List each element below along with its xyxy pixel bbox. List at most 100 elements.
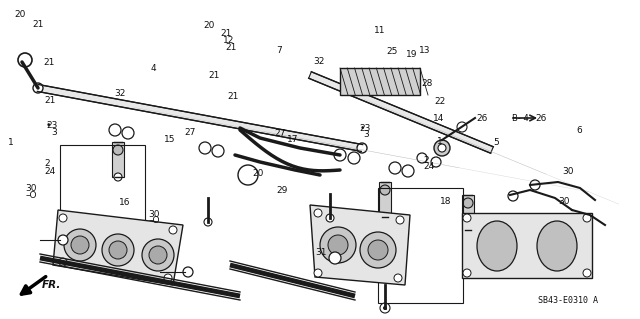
Text: •: • <box>360 124 365 133</box>
Text: 28: 28 <box>421 79 433 88</box>
Circle shape <box>389 162 401 174</box>
Text: 30: 30 <box>559 197 570 206</box>
Text: 21: 21 <box>225 43 237 52</box>
Circle shape <box>530 180 540 190</box>
Text: 2: 2 <box>424 156 429 165</box>
Text: 23: 23 <box>46 121 58 130</box>
Text: SB43-E0310 A: SB43-E0310 A <box>538 296 598 305</box>
Polygon shape <box>310 205 410 285</box>
Circle shape <box>59 214 67 222</box>
Circle shape <box>348 152 360 164</box>
Circle shape <box>434 140 450 156</box>
Text: 15: 15 <box>164 135 175 144</box>
Ellipse shape <box>537 221 577 271</box>
Circle shape <box>402 165 414 177</box>
Circle shape <box>417 153 427 163</box>
Ellipse shape <box>477 221 517 271</box>
Circle shape <box>326 214 334 222</box>
Text: 5: 5 <box>493 138 499 147</box>
Text: 23: 23 <box>360 124 371 133</box>
Text: 19: 19 <box>406 50 418 59</box>
Text: 21: 21 <box>44 58 55 67</box>
Text: •: • <box>46 121 51 130</box>
Circle shape <box>431 157 441 167</box>
Circle shape <box>463 269 471 277</box>
Text: –O: –O <box>26 191 37 200</box>
Circle shape <box>463 198 473 208</box>
Bar <box>112 142 124 177</box>
Circle shape <box>314 209 322 217</box>
Circle shape <box>18 53 32 67</box>
Text: 16: 16 <box>119 198 131 207</box>
Circle shape <box>33 83 43 93</box>
Text: 21: 21 <box>45 96 56 105</box>
Circle shape <box>320 227 356 263</box>
Circle shape <box>212 145 224 157</box>
Circle shape <box>64 229 96 261</box>
Circle shape <box>360 232 396 268</box>
Polygon shape <box>462 213 592 278</box>
Circle shape <box>383 306 387 310</box>
Circle shape <box>102 234 134 266</box>
Circle shape <box>583 214 591 222</box>
Bar <box>340 68 420 95</box>
Circle shape <box>204 218 212 226</box>
Text: B- 4: B- 4 <box>512 114 529 123</box>
Text: 31: 31 <box>315 248 326 257</box>
Text: 3: 3 <box>364 130 369 139</box>
Circle shape <box>164 274 172 282</box>
Polygon shape <box>308 72 493 153</box>
Text: 21: 21 <box>227 92 239 101</box>
Circle shape <box>329 252 341 264</box>
Text: 22: 22 <box>434 97 445 106</box>
Circle shape <box>328 235 348 255</box>
Circle shape <box>71 236 89 254</box>
Circle shape <box>314 269 322 277</box>
Circle shape <box>113 145 123 155</box>
Circle shape <box>109 124 121 136</box>
Circle shape <box>368 240 388 260</box>
Text: –O: –O <box>148 216 160 225</box>
Circle shape <box>464 226 472 234</box>
Text: 27: 27 <box>184 128 196 137</box>
Text: 30: 30 <box>26 184 37 193</box>
Text: 24: 24 <box>424 162 435 171</box>
Circle shape <box>463 214 471 222</box>
Text: 1: 1 <box>8 138 13 147</box>
Text: 20: 20 <box>204 21 215 30</box>
Text: 18: 18 <box>440 197 452 206</box>
Text: 3: 3 <box>51 128 57 137</box>
Text: 21: 21 <box>208 71 220 80</box>
Text: 30: 30 <box>148 210 160 219</box>
Circle shape <box>142 239 174 271</box>
Text: 17: 17 <box>287 135 298 144</box>
Circle shape <box>109 241 127 259</box>
Bar <box>378 188 463 303</box>
Polygon shape <box>53 210 183 285</box>
Text: 24: 24 <box>45 167 56 175</box>
Text: 21: 21 <box>32 20 44 29</box>
Circle shape <box>381 213 389 221</box>
Text: 26: 26 <box>535 114 547 123</box>
Circle shape <box>457 122 467 132</box>
Bar <box>60 145 145 260</box>
Text: 32: 32 <box>314 57 325 66</box>
Text: 20: 20 <box>253 169 264 178</box>
Text: 26: 26 <box>476 114 488 123</box>
Circle shape <box>380 303 390 313</box>
Text: 12: 12 <box>223 36 234 45</box>
Text: 7: 7 <box>276 46 282 55</box>
Circle shape <box>59 258 67 266</box>
Circle shape <box>122 127 134 139</box>
Circle shape <box>169 226 177 234</box>
Text: 27: 27 <box>274 129 285 138</box>
Text: 20: 20 <box>14 10 26 19</box>
Text: 2: 2 <box>45 160 51 168</box>
Circle shape <box>583 269 591 277</box>
Text: 32: 32 <box>114 89 125 98</box>
Text: 4: 4 <box>151 64 157 73</box>
Text: 13: 13 <box>419 46 430 55</box>
Bar <box>462 195 474 230</box>
Bar <box>379 182 391 217</box>
Circle shape <box>396 216 404 224</box>
